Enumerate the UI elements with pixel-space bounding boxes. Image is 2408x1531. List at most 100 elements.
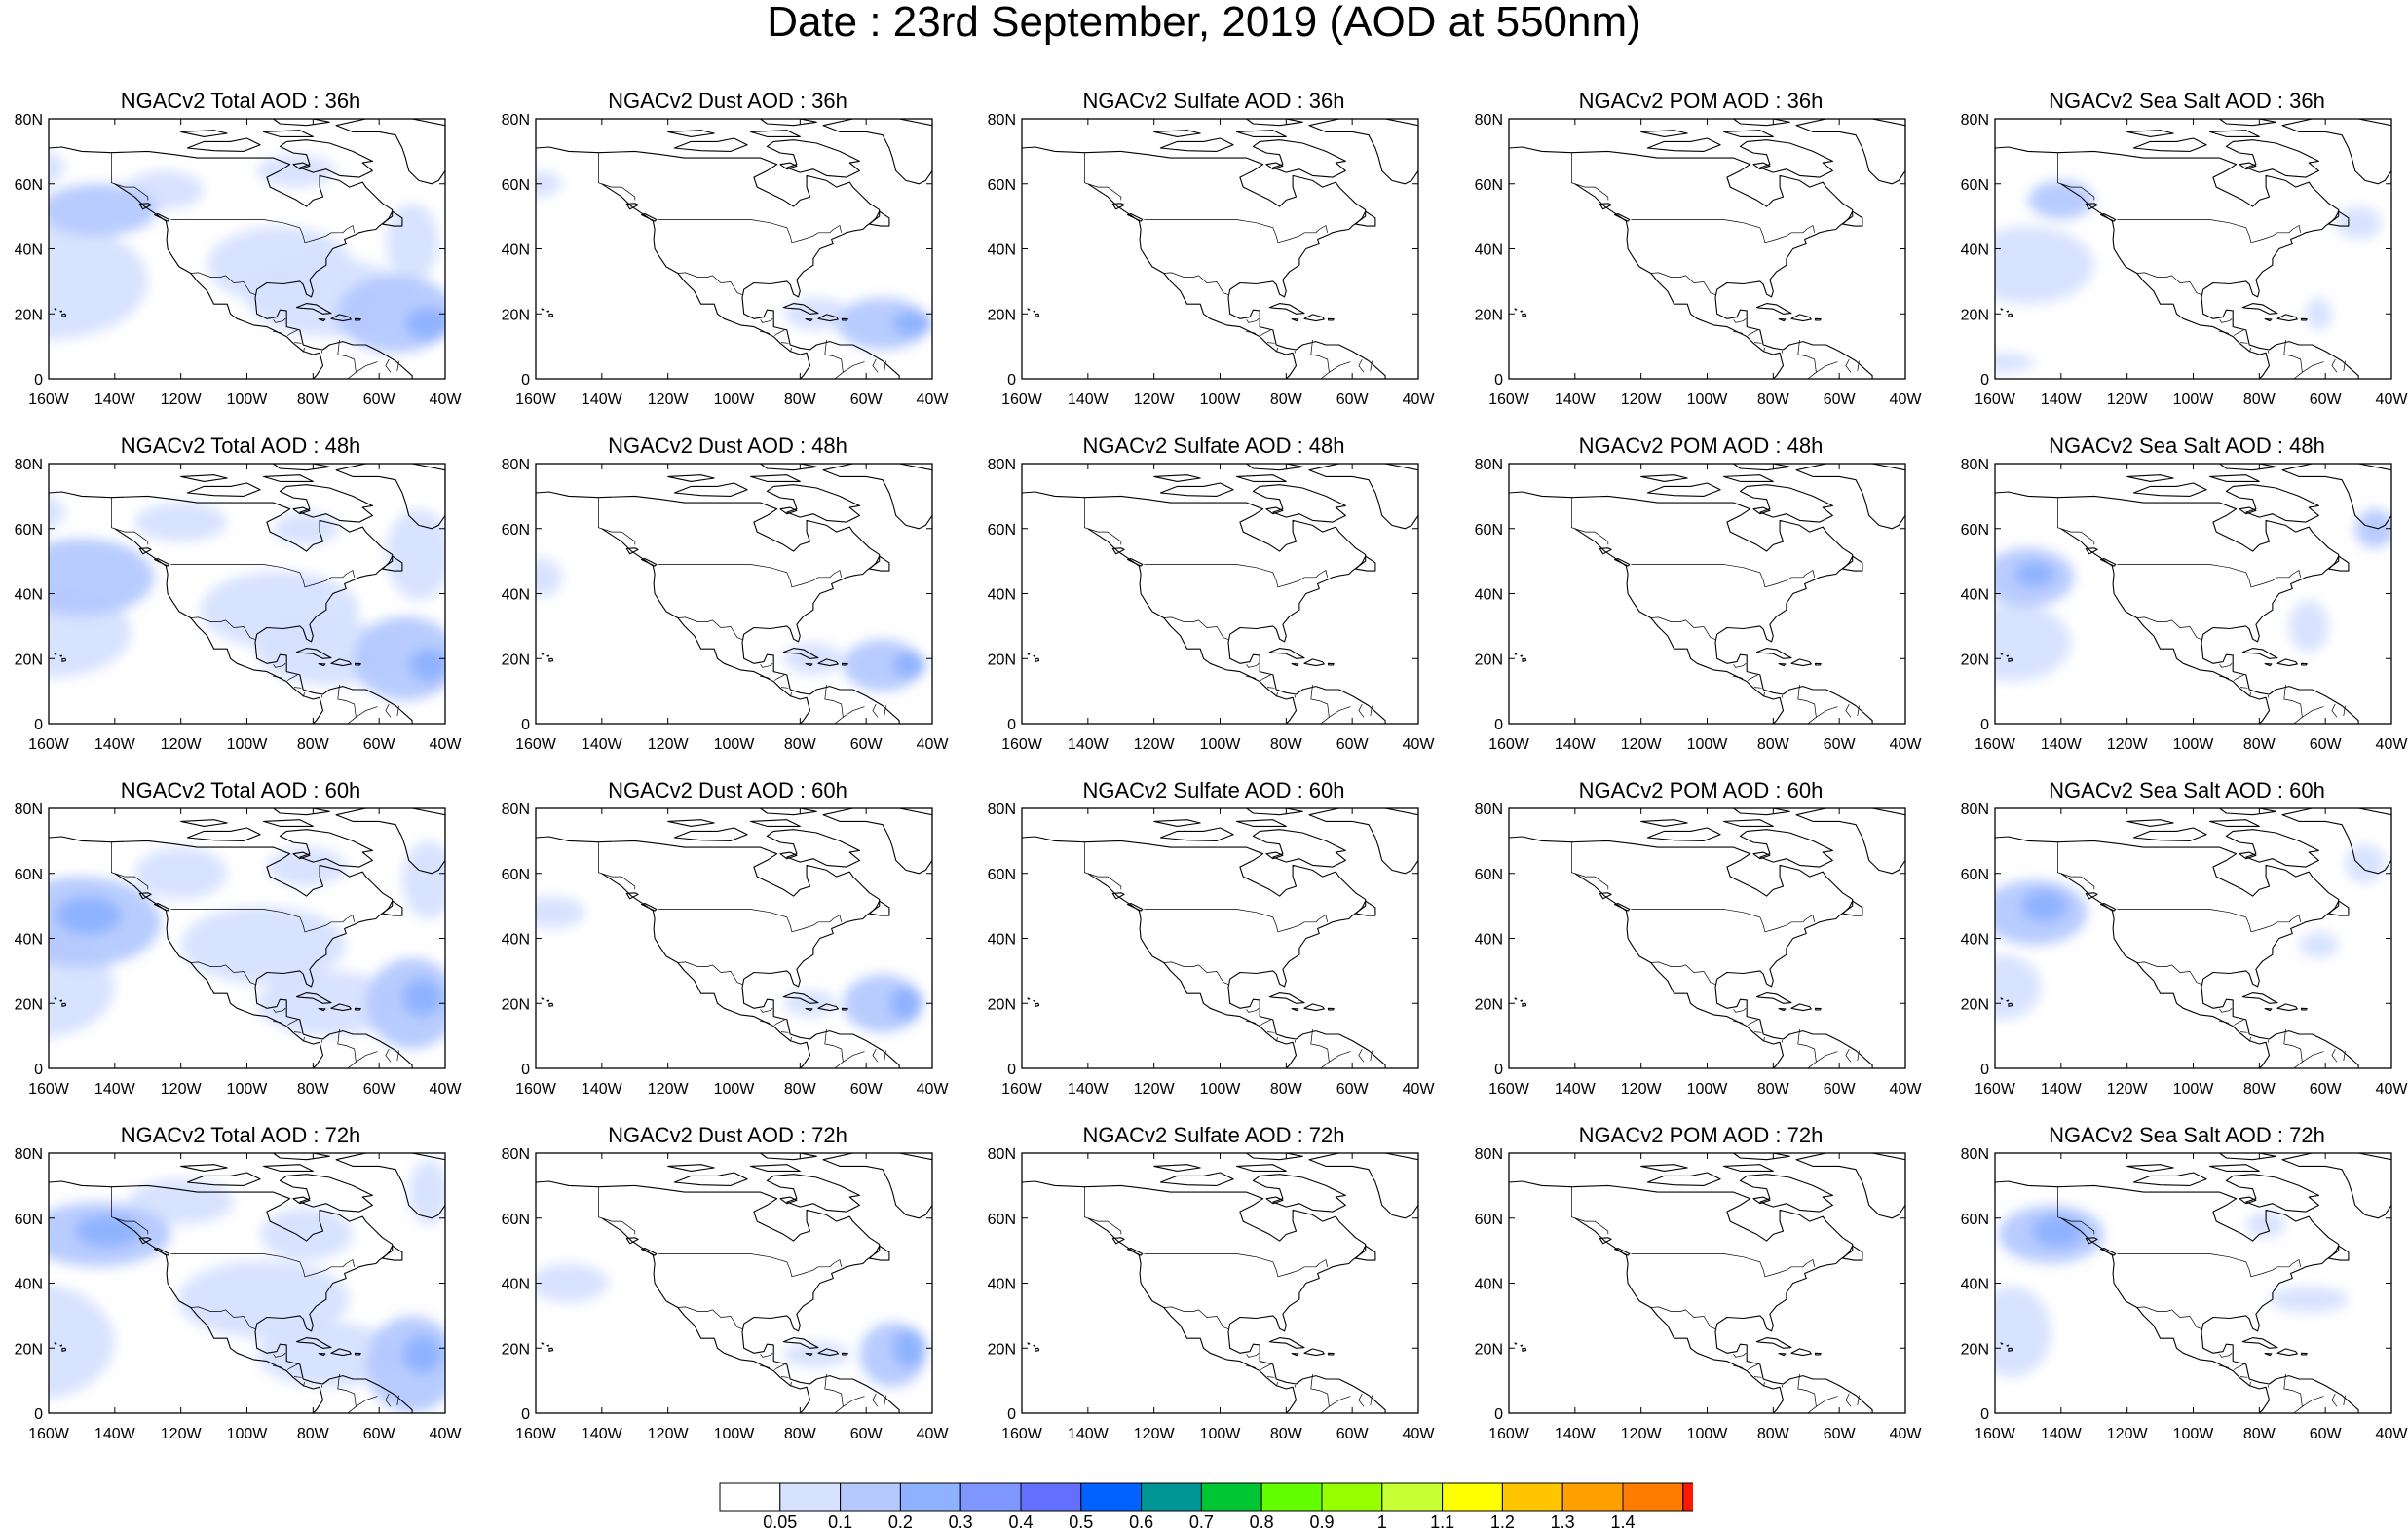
x-tick-label: 100W (227, 1081, 269, 1098)
panel-title: NGACv2 Sea Salt AOD : 36h (2049, 89, 2325, 113)
panel-title: NGACv2 POM AOD : 36h (1578, 89, 1824, 113)
aod-plume (2027, 180, 2094, 220)
x-tick-label: 80W (1757, 736, 1790, 753)
x-tick-label: 80W (1757, 1426, 1790, 1442)
x-tick-label: 120W (648, 392, 690, 408)
coastlines (49, 808, 445, 1068)
y-tick-label: 40N (15, 1277, 43, 1293)
x-tick-label: 60W (1336, 392, 1370, 408)
x-tick-label: 60W (363, 1426, 396, 1442)
x-tick-label: 40W (1403, 1426, 1436, 1442)
x-tick-label: 120W (1134, 392, 1176, 408)
x-tick-label: 60W (1336, 1426, 1370, 1442)
aod-plume (2245, 1212, 2286, 1238)
panel-title: NGACv2 Total AOD : 60h (120, 778, 361, 803)
x-tick-label: 60W (1336, 1081, 1370, 1098)
x-tick-label: 120W (2107, 1081, 2149, 1098)
map-plot: 160W 140W 120W 100W 80W 60W 40W 0 20N 40N 60N 80N (502, 1146, 950, 1442)
panel-title: NGACv2 Sea Salt AOD : 60h (2049, 778, 2325, 803)
y-tick-label: 0 (1980, 717, 1989, 733)
y-tick-label: 60N (1475, 1212, 1503, 1228)
map-panel-total-aod-2: NGACv2 Total AOD : 48h 160W 140W 120W 100W 80… (0, 434, 481, 779)
y-tick-label: 60N (1475, 867, 1503, 883)
panel-title: NGACv2 Dust AOD : 60h (608, 778, 847, 803)
aod-plume (401, 977, 442, 1017)
x-tick-label: 160W (1001, 736, 1043, 753)
aod-plume (401, 840, 445, 919)
x-tick-label: 140W (1068, 392, 1110, 408)
x-tick-label: 40W (917, 1081, 950, 1098)
colorbar: 0.05 0.1 0.2 0.3 0.4 0.5 0.6 0.7 0.8 0.9 1 1.1 1.2 1.… (719, 1482, 1693, 1529)
colorbar-swatch (840, 1482, 901, 1512)
aod-plume (401, 1334, 442, 1374)
map-panel-dust-aod-3: NGACv2 Dust AOD : 60h 160W 140W 120W 100W 80W… (487, 779, 968, 1124)
x-tick-label: 140W (94, 1426, 136, 1442)
map-plot: 160W 140W 120W 100W 80W 60W 40W 0 20N 40N 60N 80N (502, 112, 950, 408)
national-borders (1571, 841, 1860, 1068)
x-tick-label: 80W (784, 736, 817, 753)
x-tick-label: 40W (1403, 392, 1436, 408)
x-tick-label: 80W (1270, 1426, 1303, 1442)
aod-plume (536, 557, 563, 597)
x-tick-label: 140W (1555, 392, 1597, 408)
y-tick-label: 0 (1494, 1062, 1503, 1078)
x-tick-label: 60W (2310, 1426, 2343, 1442)
y-tick-label: 0 (1007, 717, 1016, 733)
national-borders (2057, 152, 2346, 379)
colorbar-label: 0.6 (1129, 1512, 1153, 1529)
aod-plume (2269, 1286, 2349, 1313)
x-tick-label: 140W (2041, 1081, 2083, 1098)
y-tick-label: 0 (1007, 372, 1016, 389)
x-tick-label: 80W (297, 736, 330, 753)
coastlines (1509, 119, 1905, 379)
map-plot: 160W 140W 120W 100W 80W 60W 40W 0 20N 40N 60N 80N (502, 802, 950, 1098)
map-plot: 160W 140W 120W 100W 80W 60W 40W 0 20N 40N 60N 80N (1961, 802, 2408, 1098)
aod-plume (2021, 889, 2068, 922)
y-tick-label: 80N (1961, 112, 1989, 129)
y-tick-label: 80N (1475, 457, 1503, 473)
map-plot: 160W 140W 120W 100W 80W 60W 40W 0 20N 40N 60N 80N (1961, 112, 2408, 408)
aod-plume (1995, 1286, 2051, 1378)
y-tick-label: 80N (502, 457, 530, 473)
plot-area (1509, 1153, 1905, 1413)
aod-plume (843, 639, 922, 691)
x-tick-label: 80W (784, 392, 817, 408)
aod-plume (783, 297, 850, 330)
map-panel-sulfate-aod-2: NGACv2 Sulfate AOD : 48h 160W 140W 120W 100W… (973, 434, 1454, 779)
colorbar-swatch (1200, 1482, 1262, 1512)
x-tick-label: 60W (850, 392, 884, 408)
x-tick-label: 60W (850, 1081, 884, 1098)
aod-plume (180, 906, 347, 985)
y-tick-label: 80N (1961, 1146, 1989, 1163)
x-tick-label: 120W (648, 1081, 690, 1098)
x-tick-label: 140W (582, 736, 623, 753)
x-tick-label: 160W (1488, 1426, 1530, 1442)
x-tick-label: 120W (2107, 736, 2149, 753)
x-tick-label: 100W (2173, 1426, 2215, 1442)
x-tick-label: 40W (1403, 1081, 1436, 1098)
aod-plume (386, 508, 445, 601)
coastlines (1022, 119, 1418, 379)
map-panel-total-aod-1: NGACv2 Total AOD : 36h 160W 140W 120W 100W 80… (0, 90, 481, 434)
colorbar-swatch (1501, 1482, 1563, 1512)
x-tick-label: 60W (1824, 736, 1857, 753)
national-borders (598, 497, 886, 724)
x-tick-label: 40W (2376, 1426, 2408, 1442)
x-tick-label: 160W (1488, 736, 1530, 753)
x-tick-label: 80W (1270, 392, 1303, 408)
coastlines (1509, 464, 1905, 724)
y-tick-label: 20N (1961, 996, 1989, 1013)
colorbar-swatch (1442, 1482, 1503, 1512)
plot-area (1022, 808, 1418, 1068)
y-tick-label: 0 (1980, 1406, 1989, 1423)
x-tick-label: 80W (1270, 736, 1303, 753)
y-tick-label: 0 (1007, 1062, 1016, 1078)
y-tick-label: 80N (15, 802, 43, 818)
map-panel-pom-aod-1: NGACv2 POM AOD : 36h 160W 140W 120W 100W 80W 6… (1460, 90, 1941, 434)
map-plot: 160W 140W 120W 100W 80W 60W 40W 0 20N 40N 60N 80N (15, 457, 463, 753)
x-tick-label: 40W (917, 392, 950, 408)
y-tick-label: 0 (521, 717, 530, 733)
aod-plume (49, 222, 148, 340)
colorbar-label: 0.5 (1069, 1512, 1093, 1529)
map-plot: 160W 140W 120W 100W 80W 60W 40W 0 20N 40N 60N 80N (1475, 1146, 1923, 1442)
